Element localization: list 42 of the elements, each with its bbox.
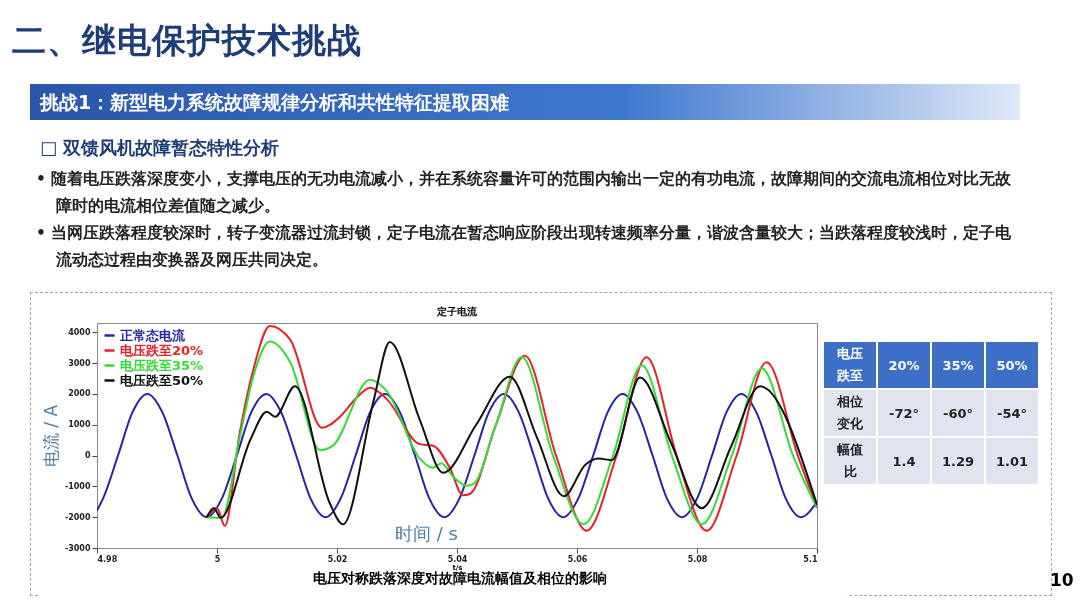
text: 挑战1：新型电力系统故障规律分析和共性特征提取困难: [30, 84, 1020, 120]
text: 10: [1050, 570, 1074, 590]
text: -60°: [943, 405, 973, 421]
line-series: [97, 392, 817, 519]
category-label: 20%: [878, 342, 930, 388]
legend-label: 电压跌至35%: [120, 357, 204, 373]
text: • 当网压跌落程度较深时，转子变流器过流封锁，定子电流在暂态响应阶段出现转速频率分量，谐波含量较大；当跌落程度较浅时，定子电流动态过程由变换器及网压共同决定。: [36, 223, 1013, 271]
y-tick-label: 3000: [68, 358, 91, 368]
text: 1.29: [941, 453, 975, 469]
text: 二、继电保护技术挑战: [12, 19, 362, 62]
x-tick-label: 4.98: [97, 554, 118, 564]
y-tick-label: -2000: [64, 512, 91, 522]
y-tick-label: 1000: [68, 420, 91, 430]
x-tick-label: 5.1: [803, 554, 818, 564]
category-label: 50%: [986, 342, 1038, 388]
legend-label: 电压跌至50%: [120, 372, 204, 388]
y-axis-title: 电流 / A: [40, 404, 61, 468]
y-tick-label: -1000: [64, 481, 91, 491]
y-tick-label: -3000: [64, 543, 91, 553]
text: □ 双馈风机故障暂态特性分析: [40, 136, 280, 160]
annotation: 时间 / s: [395, 522, 458, 546]
y-tick-label: 0: [84, 451, 91, 461]
legend-label: 电压跌至20%: [120, 342, 204, 358]
x-tick-label: 5.02: [327, 554, 348, 564]
category-label: 35%: [932, 342, 984, 388]
text: -54°: [997, 405, 1027, 421]
x-tick-label: 5: [214, 554, 221, 564]
y-tick-label: 4000: [68, 327, 91, 337]
text: • 随着电压跌落深度变小，支撑电压的无功电流减小，并在系统容量许可的范围内输出一定的有功电流，故障期间的交流电流相位对比无故障时的电流相位差值随之减少。: [36, 169, 1013, 217]
x-tick-label: 5.08: [687, 554, 708, 564]
legend-label: 正常态电流: [119, 327, 186, 343]
chart-title: 定子电流: [436, 306, 478, 317]
x-tick-label: 5.04: [447, 554, 468, 564]
x-tick-label: 5.06: [567, 554, 588, 564]
text: 电压跌至: [824, 342, 876, 388]
text: -72°: [889, 405, 919, 421]
text: 电压对称跌落深度对故障电流幅值及相位的影响: [312, 570, 608, 588]
text: 1.01: [995, 453, 1029, 469]
category-label: 相位变化: [837, 394, 863, 431]
y-tick-label: 2000: [68, 389, 91, 399]
text: 1.4: [892, 453, 916, 469]
category-label: 幅值比: [837, 442, 863, 479]
